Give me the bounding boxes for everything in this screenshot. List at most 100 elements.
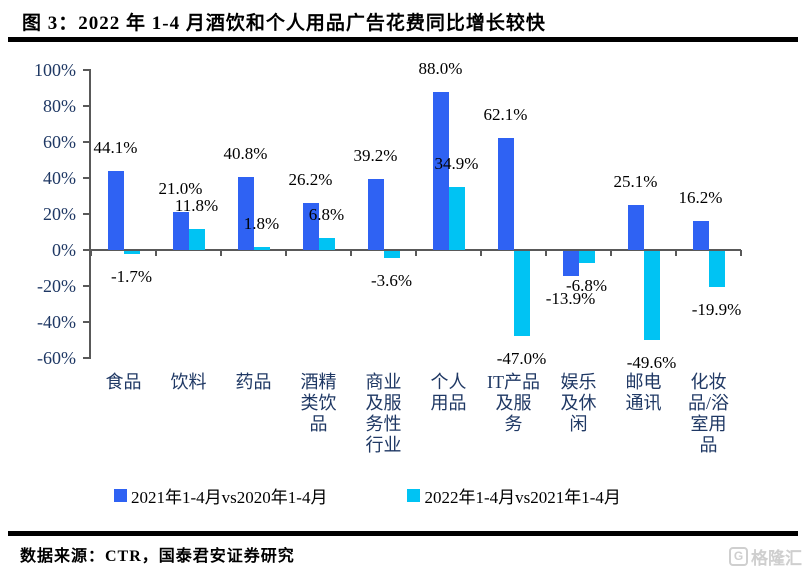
bar-s1-商业及服务性行业 (383, 251, 400, 258)
data-label-s1-化妆品/浴室用品: -19.9% (691, 299, 742, 319)
legend-swatch-icon (407, 488, 421, 502)
y-tick-mark (83, 105, 90, 107)
category-label-个人用品: 个人 用品 (413, 372, 485, 414)
bar-s1-邮电通讯 (643, 251, 660, 341)
data-label-s0-IT产品及服务: 62.1% (483, 105, 528, 125)
title-rule (8, 37, 798, 42)
x-tick-mark (155, 250, 157, 256)
data-label-s1-饮料: 11.8% (174, 195, 219, 215)
bar-s1-娱乐及休闲 (578, 251, 595, 264)
category-label-酒精类饮品: 酒精 类饮品 (283, 372, 355, 435)
category-label-IT产品及服务: IT产品 及服务 (478, 372, 550, 435)
y-axis-line (89, 69, 91, 359)
category-label-药品: 药品 (218, 372, 290, 393)
bar-s0-个人用品 (432, 91, 449, 250)
category-label-商业及服务性行业: 商业 及服 务性 行业 (348, 372, 420, 456)
y-tick-label: 60% (43, 132, 76, 152)
category-label-line: 娱乐 (560, 372, 597, 392)
data-label-s1-IT产品及服务: -47.0% (496, 348, 547, 368)
data-label-s1-商业及服务性行业: -3.6% (370, 270, 413, 290)
figure-title: 图 3：2022 年 1-4 月酒饮和个人用品广告花费同比增长较快 (22, 13, 546, 34)
bar-s1-化妆品/浴室用品 (708, 251, 725, 287)
category-label-line: 类饮 (300, 393, 337, 413)
y-tick-label: -40% (37, 312, 76, 332)
bar-s1-食品 (123, 251, 140, 255)
category-label-line: 品/浴 (687, 393, 729, 413)
bar-chart: 100% 80% 60% 40% 20% 0% -20% -40% -60% 44.1% 21.0%… (34, 58, 745, 456)
y-tick-label: -20% (37, 276, 76, 296)
category-label-line: 个人 (430, 372, 467, 392)
data-source-note: 数据来源：CTR，国泰君安证券研究 (20, 548, 295, 565)
category-label-娱乐及休闲: 娱乐 及休闲 (543, 372, 615, 435)
bar-s1-饮料 (188, 228, 205, 250)
category-label-line: 化妆 (690, 372, 727, 392)
bar-s1-酒精类饮品 (318, 237, 335, 250)
category-label-食品: 食品 (88, 372, 160, 393)
x-tick-mark (545, 250, 547, 256)
x-tick-mark (480, 250, 482, 256)
y-tick-mark (83, 285, 90, 287)
bar-s0-娱乐及休闲 (562, 251, 579, 276)
legend-item-series2: 2022年1-4月vs2021年1-4月 (407, 485, 621, 507)
legend-swatch-icon (114, 488, 127, 502)
category-label-line: 商业 (365, 372, 402, 392)
bar-s0-邮电通讯 (627, 204, 644, 250)
data-label-s0-化妆品/浴室用品: 16.2% (678, 187, 723, 207)
x-tick-mark (285, 250, 287, 256)
category-label-line: 食品 (105, 372, 142, 392)
y-tick-mark (83, 213, 90, 215)
data-label-s0-邮电通讯: 25.1% (613, 171, 658, 191)
bar-s0-酒精类饮品 (302, 202, 319, 250)
bar-s1-药品 (253, 246, 270, 250)
category-label-饮料: 饮料 (153, 372, 225, 393)
bar-s0-IT产品及服务 (497, 138, 514, 250)
category-label-line: 及服 (365, 393, 402, 413)
bar-s0-食品 (107, 170, 124, 250)
data-label-s0-药品: 40.8% (223, 143, 268, 163)
category-label-line: 及休 (560, 393, 597, 413)
bar-s1-个人用品 (448, 187, 465, 250)
data-label-s0-酒精类饮品: 26.2% (288, 169, 333, 189)
category-label-line: 通讯 (625, 393, 662, 413)
category-label-line: 行业 (365, 435, 402, 455)
y-tick-label: 20% (43, 204, 76, 224)
x-tick-mark (350, 250, 352, 256)
footer-rule (8, 531, 798, 536)
bar-s0-药品 (237, 176, 254, 250)
data-label-s0-个人用品: 88.0% (418, 58, 463, 78)
x-tick-mark (740, 250, 742, 256)
legend-label: 2022年1-4月vs2021年1-4月 (424, 487, 621, 507)
bar-s0-商业及服务性行业 (367, 179, 384, 250)
y-tick-label: -60% (37, 348, 76, 368)
category-label-line: 品 (699, 435, 718, 455)
category-label-line: 务性 (365, 414, 402, 434)
y-tick-mark (83, 69, 90, 71)
data-label-s1-药品: 1.8% (243, 213, 280, 233)
legend-item-series1: 2021年1-4月vs2020年1-4月 (114, 485, 327, 507)
category-label-line: 及服 (495, 393, 532, 413)
category-label-line: 务 (504, 414, 523, 434)
category-label-line: 品 (309, 414, 328, 434)
data-label-s0-饮料: 21.0% (158, 179, 203, 199)
y-tick-label: 80% (43, 96, 76, 116)
category-label-line: 闲 (569, 414, 588, 434)
gelonghui-watermark: G 格隆汇 (729, 544, 802, 569)
bar-s0-饮料 (172, 212, 189, 250)
category-label-化妆品/浴室用品: 化妆 品/浴 室用品 (673, 372, 745, 456)
category-label-邮电通讯: 邮电 通讯 (608, 372, 680, 414)
data-label-s1-娱乐及休闲: -6.8% (565, 276, 608, 296)
x-tick-mark (90, 250, 92, 256)
y-tick-mark (83, 141, 90, 143)
y-tick-mark (83, 321, 90, 323)
watermark-text: 格隆汇 (751, 549, 802, 568)
data-label-s1-酒精类饮品: 6.8% (308, 204, 345, 224)
x-tick-mark (610, 250, 612, 256)
data-label-s1-邮电通讯: -49.6% (626, 353, 677, 373)
category-label-line: 室用 (690, 414, 727, 434)
y-tick-label: 0% (52, 240, 76, 260)
y-tick-mark (83, 249, 90, 251)
x-tick-mark (415, 250, 417, 256)
y-tick-mark (83, 177, 90, 179)
data-label-s1-食品: -1.7% (110, 267, 153, 287)
